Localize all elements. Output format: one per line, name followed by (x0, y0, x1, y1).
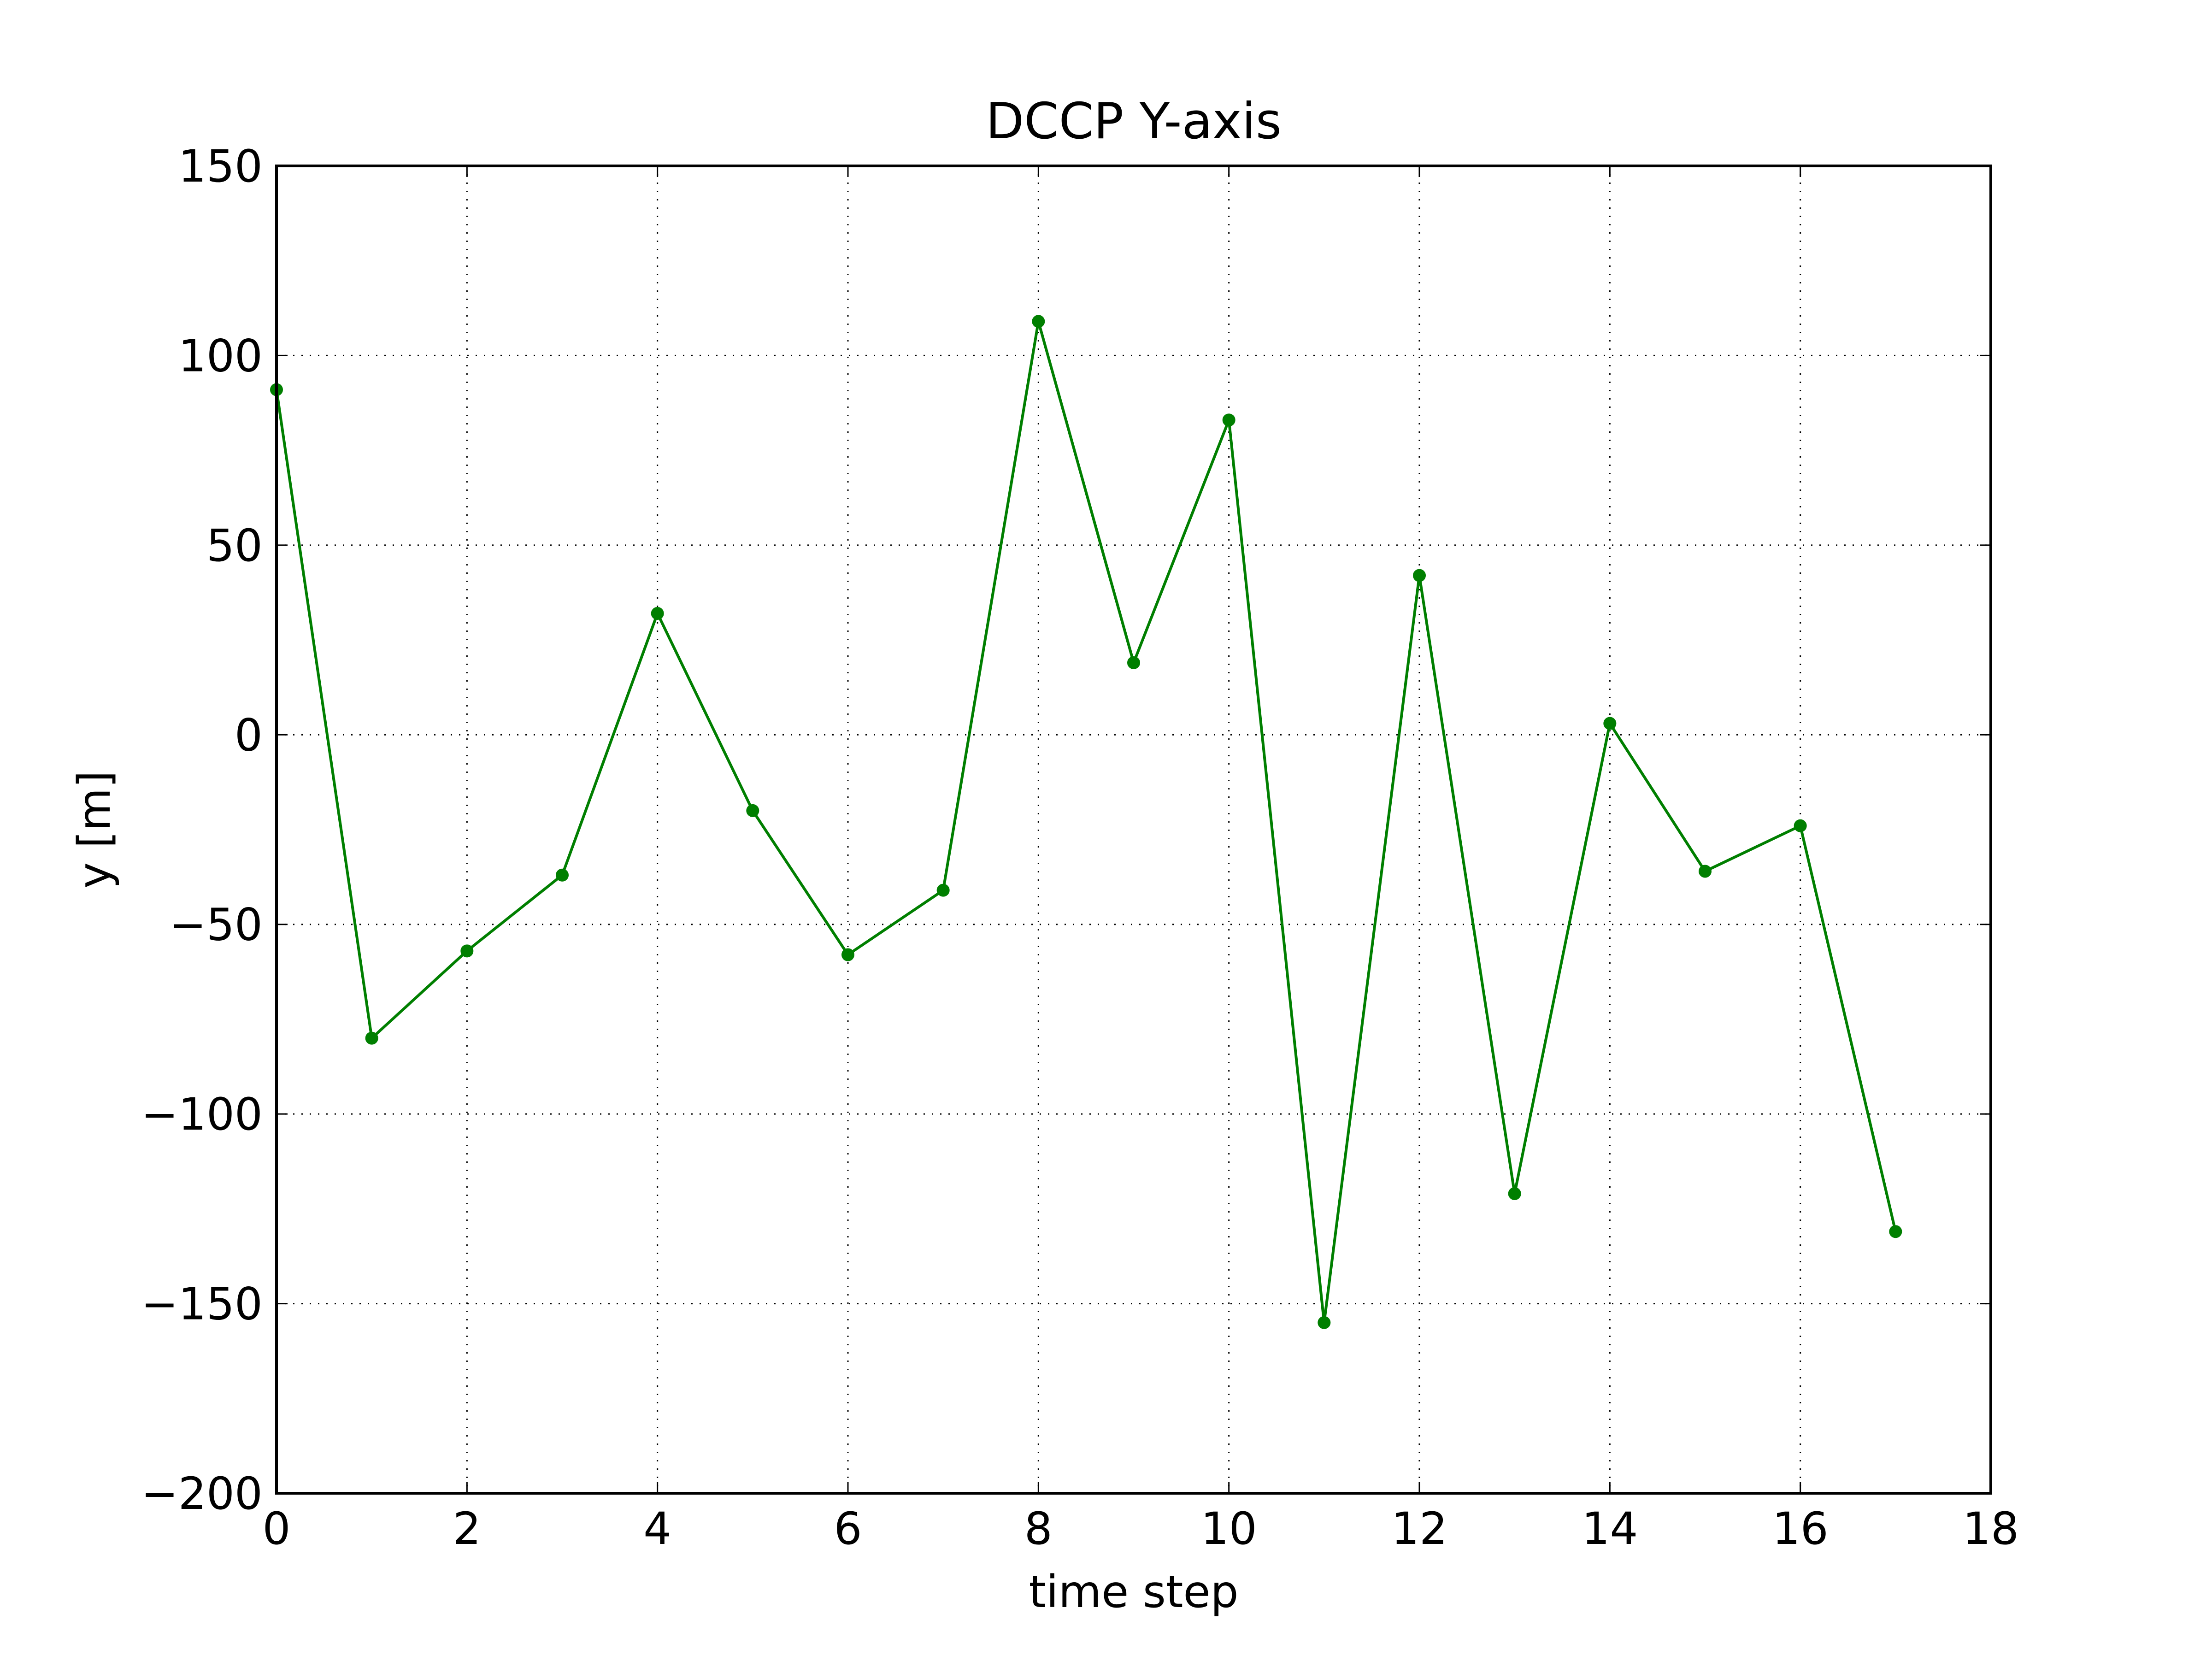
data-point (1413, 569, 1426, 582)
x-tick-label: 18 (1963, 1503, 2019, 1555)
y-tick-label: −200 (141, 1468, 263, 1520)
y-tick-label: 150 (178, 141, 263, 192)
x-tick-label: 2 (453, 1503, 481, 1555)
data-point (1222, 413, 1235, 427)
data-point (365, 1031, 378, 1045)
x-tick-label: 12 (1391, 1503, 1447, 1555)
data-point (1699, 865, 1712, 878)
data-point (1889, 1225, 1902, 1238)
x-tick-label: 14 (1582, 1503, 1638, 1555)
y-tick-label: 100 (178, 330, 263, 382)
data-point (936, 884, 950, 897)
x-tick-label: 6 (834, 1503, 862, 1555)
y-tick-label: −100 (141, 1089, 263, 1140)
y-tick-label: 50 (206, 520, 263, 571)
data-point (1794, 819, 1807, 832)
x-tick-label: 10 (1201, 1503, 1257, 1555)
chart-title: DCCP Y-axis (986, 93, 1282, 150)
x-tick-label: 0 (262, 1503, 290, 1555)
x-axis-label: time step (1029, 1566, 1238, 1618)
data-point (1127, 656, 1140, 669)
y-tick-label: −150 (141, 1278, 263, 1330)
series-line (275, 321, 1897, 1323)
x-tick-label: 8 (1024, 1503, 1053, 1555)
data-point (556, 868, 569, 882)
data-point (1603, 717, 1617, 730)
data-point (841, 948, 854, 961)
data-point (651, 607, 664, 620)
series-layer (270, 315, 1902, 1329)
data-point (746, 804, 759, 817)
x-tick-label: 16 (1772, 1503, 1829, 1555)
plot-area-background (276, 166, 1991, 1493)
plot-frame (275, 165, 1992, 1495)
y-axis-label: y [m] (69, 771, 120, 889)
x-tick-label: 4 (643, 1503, 671, 1555)
data-point (1508, 1187, 1521, 1200)
axis-ticks: 0 2 4 6 8 10 12 14 16 18 150 100 50 0 −50 −100 −150 −200 (141, 141, 2019, 1555)
y-tick-label: 0 (235, 709, 263, 761)
y-tick-label: −50 (169, 899, 263, 951)
data-point (1032, 315, 1045, 328)
data-point (460, 944, 474, 958)
data-point (1318, 1316, 1331, 1329)
